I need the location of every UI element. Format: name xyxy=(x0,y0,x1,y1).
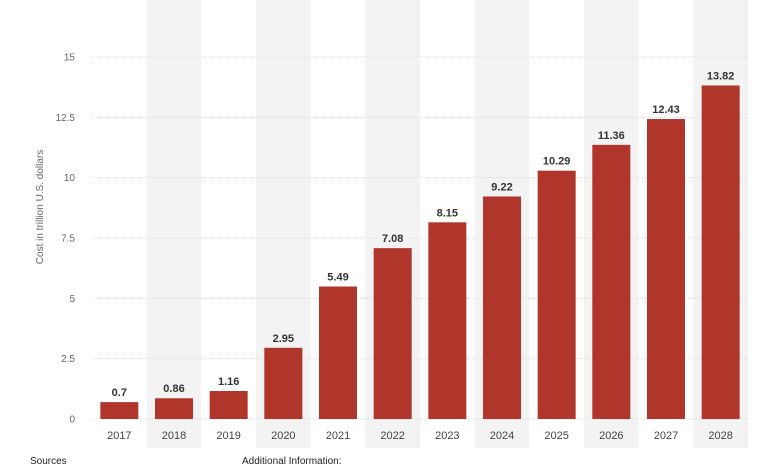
data-label-2019: 1.16 xyxy=(218,376,239,388)
x-tick-label-2018: 2018 xyxy=(162,430,186,442)
data-label-2028: 13.82 xyxy=(707,70,735,82)
x-tick-label-2025: 2025 xyxy=(544,430,568,442)
bar-2026 xyxy=(592,144,631,419)
data-label-2024: 9.22 xyxy=(491,181,512,193)
bars xyxy=(100,85,740,420)
bar-2017 xyxy=(100,402,139,419)
data-labels: 0.7 0.86 1.16 2.95 5.49 7.08 8.15 9.22 10.29 11.3… xyxy=(112,70,735,399)
x-axis-ticks: 2017 2018 2019 2020 2021 2022 2023 2024 2025 2026… xyxy=(107,430,733,442)
data-label-2021: 5.49 xyxy=(327,272,348,284)
y-tick-label: 10 xyxy=(64,173,76,184)
sources-link[interactable]: Sources xyxy=(30,456,67,467)
y-axis-label: Cost in trillion U.S. dollars xyxy=(35,150,46,264)
additional-information-link[interactable]: Additional Information: xyxy=(242,456,342,467)
data-label-2020: 2.95 xyxy=(273,333,294,345)
bar-2023 xyxy=(428,222,467,419)
y-tick-label: 2.5 xyxy=(61,354,75,365)
bar-2024 xyxy=(483,196,521,419)
x-tick-label-2021: 2021 xyxy=(326,430,350,442)
bar-2018 xyxy=(155,398,193,419)
bar-2028 xyxy=(701,85,740,420)
x-tick-label-2022: 2022 xyxy=(380,430,404,442)
y-tick-label: 12.5 xyxy=(56,113,76,124)
bar-2019 xyxy=(209,391,248,419)
y-tick-label: 5 xyxy=(69,294,75,305)
bar-2022 xyxy=(373,248,412,419)
y-tick-label: 0 xyxy=(69,415,75,426)
x-tick-label-2028: 2028 xyxy=(708,430,732,442)
data-label-2022: 7.08 xyxy=(382,233,403,245)
data-label-2027: 12.43 xyxy=(652,104,680,116)
bar-2025 xyxy=(537,170,576,419)
data-label-2017: 0.7 xyxy=(112,387,127,399)
x-tick-label-2020: 2020 xyxy=(271,430,295,442)
x-tick-label-2026: 2026 xyxy=(599,430,623,442)
y-axis-ticks: 0 2.5 5 7.5 10 12.5 15 xyxy=(56,53,76,426)
y-tick-label: 15 xyxy=(64,53,76,64)
y-tick-label: 7.5 xyxy=(61,234,75,245)
data-label-2018: 0.86 xyxy=(163,383,184,395)
gridlines xyxy=(92,56,748,420)
x-tick-label-2027: 2027 xyxy=(654,430,678,442)
bar-2027 xyxy=(647,119,685,419)
data-label-2025: 10.29 xyxy=(543,156,571,168)
x-tick-label-2017: 2017 xyxy=(107,430,131,442)
bar-2021 xyxy=(319,286,357,419)
data-label-2023: 8.15 xyxy=(437,207,458,219)
column-stripe-2018 xyxy=(146,0,202,448)
x-tick-label-2019: 2019 xyxy=(216,430,240,442)
data-label-2026: 11.36 xyxy=(598,130,625,142)
bar-2020 xyxy=(264,347,303,419)
x-tick-label-2023: 2023 xyxy=(435,430,459,442)
x-tick-label-2024: 2024 xyxy=(490,430,514,442)
